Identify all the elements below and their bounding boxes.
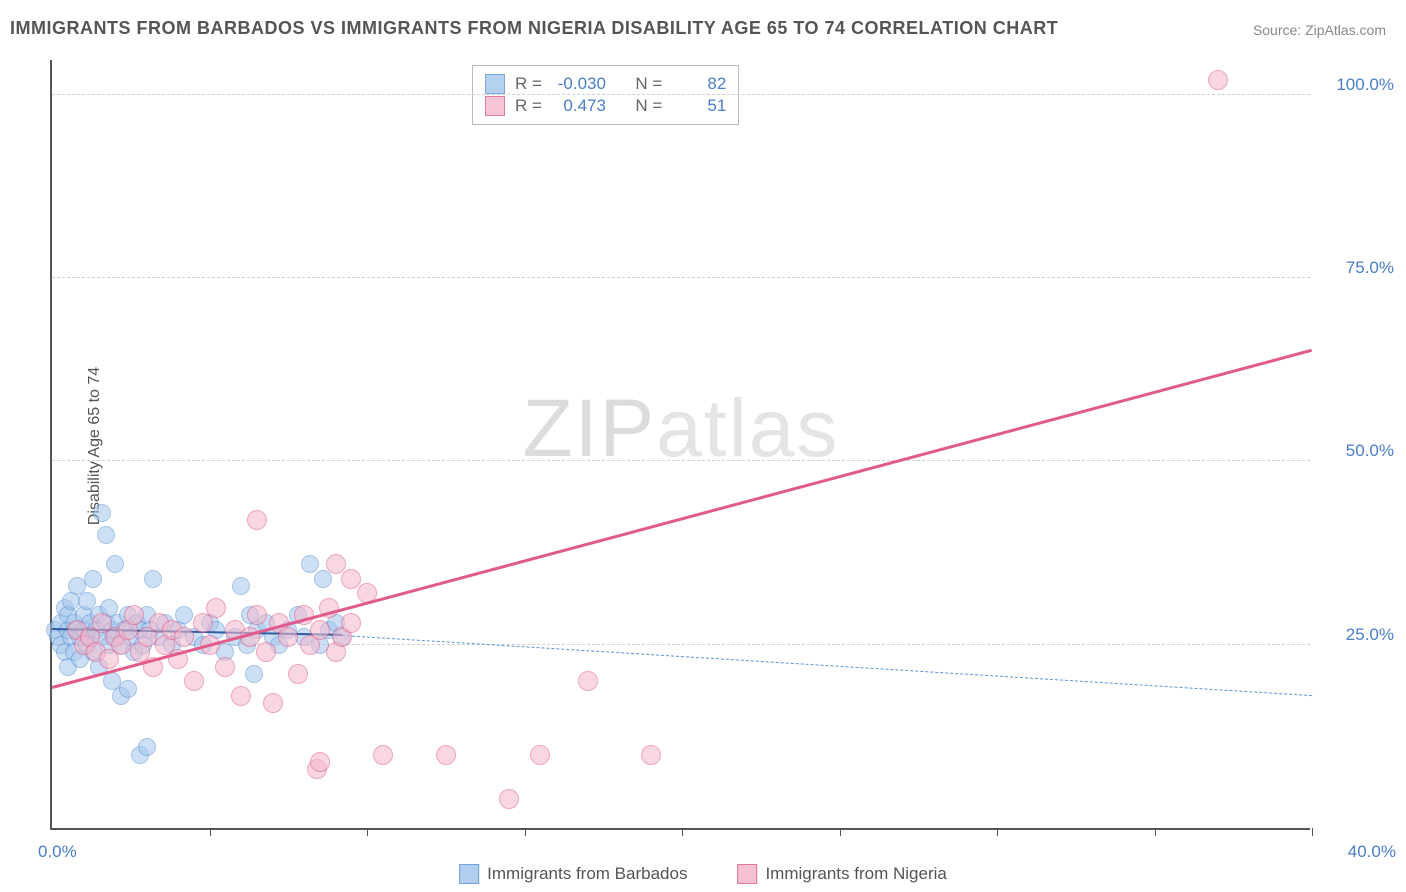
data-point [288, 664, 308, 684]
gridline [52, 277, 1310, 278]
r-label: R = [515, 96, 542, 116]
data-point [578, 671, 598, 691]
legend-label: Immigrants from Nigeria [765, 864, 946, 884]
y-tick-label: 100.0% [1324, 75, 1394, 95]
y-tick-label: 75.0% [1324, 258, 1394, 278]
series-swatch [485, 74, 505, 94]
n-label: N = [635, 96, 662, 116]
data-point [499, 789, 519, 809]
r-label: R = [515, 74, 542, 94]
data-point [138, 738, 156, 756]
x-tick [682, 828, 683, 836]
source-label: Source: [1253, 22, 1305, 38]
data-point [247, 605, 267, 625]
data-point [231, 686, 251, 706]
legend-label: Immigrants from Barbados [487, 864, 687, 884]
y-tick-label: 25.0% [1324, 625, 1394, 645]
source-attribution: Source: ZipAtlas.com [1253, 22, 1386, 38]
data-point [641, 745, 661, 765]
x-tick [1312, 828, 1313, 836]
watermark: ZIPatlas [523, 382, 840, 476]
series-swatch [485, 96, 505, 116]
data-point [301, 555, 319, 573]
data-point [78, 592, 96, 610]
data-point [256, 642, 276, 662]
data-point [530, 745, 550, 765]
trend-line [52, 349, 1313, 689]
data-point [106, 555, 124, 573]
data-point [174, 627, 194, 647]
n-value: 82 [672, 74, 726, 94]
data-point [436, 745, 456, 765]
legend-item: Immigrants from Barbados [459, 864, 687, 884]
data-point [263, 693, 283, 713]
data-point [341, 569, 361, 589]
x-axis-max-label: 40.0% [1348, 842, 1396, 862]
data-point [373, 745, 393, 765]
n-value: 51 [672, 96, 726, 116]
data-point [124, 605, 144, 625]
data-point [119, 680, 137, 698]
r-value: -0.030 [552, 74, 606, 94]
data-point [245, 665, 263, 683]
stats-row: R = -0.030 N = 82 [485, 74, 726, 94]
x-tick [525, 828, 526, 836]
x-tick [840, 828, 841, 836]
stats-box: R = -0.030 N = 82 R = 0.473 N = 51 [472, 65, 739, 125]
x-tick [367, 828, 368, 836]
x-tick [1155, 828, 1156, 836]
plot-area: ZIPatlas R = -0.030 N = 82R = 0.473 N = 51 0… [50, 60, 1310, 830]
source-link[interactable]: ZipAtlas.com [1305, 22, 1386, 38]
x-tick [997, 828, 998, 836]
legend-swatch [459, 864, 479, 884]
legend: Immigrants from Barbados Immigrants from … [459, 864, 947, 884]
data-point [144, 570, 162, 588]
data-point [310, 752, 330, 772]
data-point [215, 657, 235, 677]
n-label: N = [635, 74, 662, 94]
data-point [1208, 70, 1228, 90]
gridline [52, 94, 1310, 95]
x-tick [210, 828, 211, 836]
x-axis-min-label: 0.0% [38, 842, 77, 862]
data-point [84, 570, 102, 588]
stats-row: R = 0.473 N = 51 [485, 96, 726, 116]
data-point [97, 526, 115, 544]
legend-swatch [737, 864, 757, 884]
r-value: 0.473 [552, 96, 606, 116]
chart-container: IMMIGRANTS FROM BARBADOS VS IMMIGRANTS F… [0, 0, 1406, 892]
data-point [93, 504, 111, 522]
data-point [278, 627, 298, 647]
data-point [247, 510, 267, 530]
data-point [310, 620, 330, 640]
legend-item: Immigrants from Nigeria [737, 864, 946, 884]
data-point [206, 598, 226, 618]
data-point [232, 577, 250, 595]
data-point [341, 613, 361, 633]
y-tick-label: 50.0% [1324, 441, 1394, 461]
data-point [326, 554, 346, 574]
data-point [184, 671, 204, 691]
gridline [52, 460, 1310, 461]
chart-title: IMMIGRANTS FROM BARBADOS VS IMMIGRANTS F… [10, 18, 1058, 39]
